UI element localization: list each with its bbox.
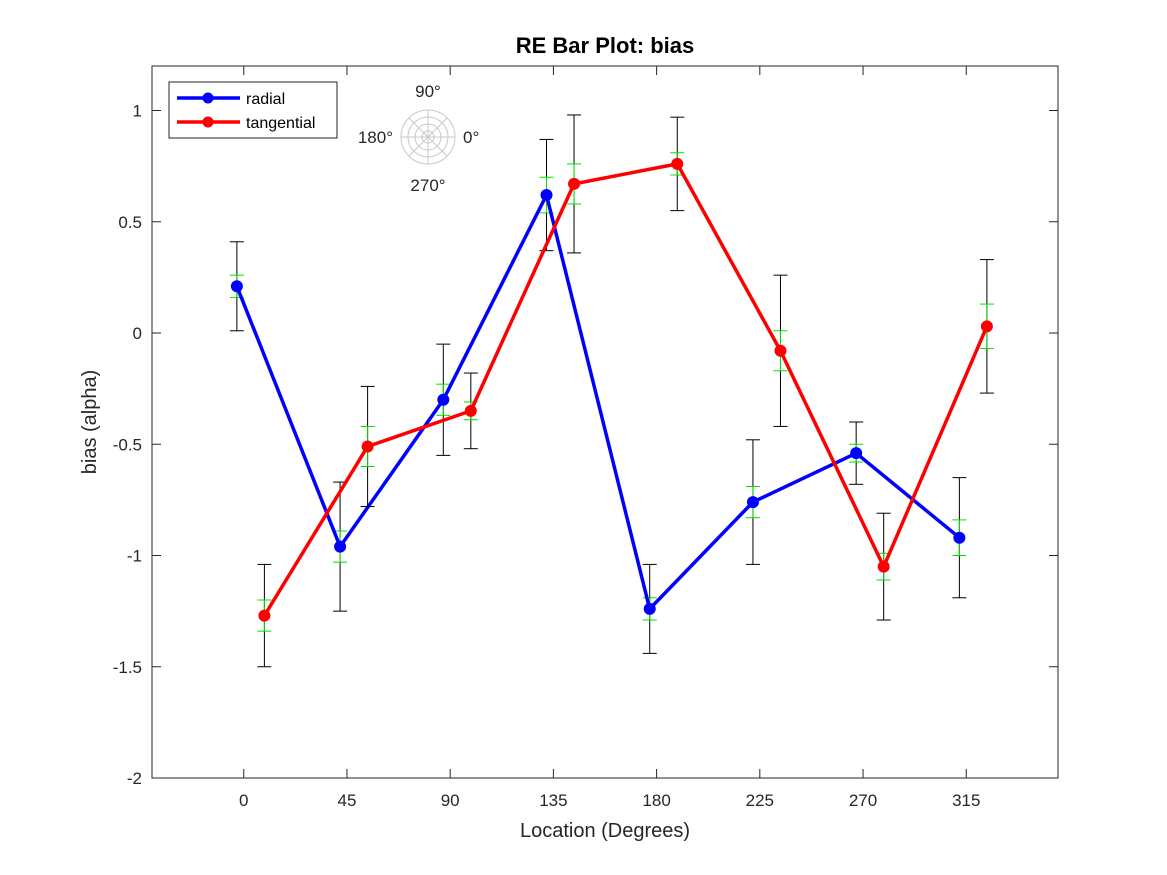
legend-label-tangential: tangential bbox=[246, 115, 315, 132]
legend: radial tangential bbox=[168, 81, 338, 139]
x-tick-label: 315 bbox=[952, 791, 980, 810]
data-point-tangential bbox=[464, 404, 477, 417]
data-point-radial bbox=[437, 393, 450, 406]
legend-box bbox=[168, 81, 338, 139]
compass-inset: 90° 180° 0° 270° bbox=[358, 82, 479, 195]
x-tick-label: 225 bbox=[746, 791, 774, 810]
compass-label-0: 0° bbox=[463, 128, 479, 147]
data-point-tangential bbox=[258, 609, 271, 622]
y-tick-label: 0 bbox=[133, 324, 142, 343]
legend-marker-tangential bbox=[202, 116, 214, 128]
data-point-tangential bbox=[774, 344, 787, 357]
data-point-radial bbox=[230, 280, 243, 293]
x-tick-label: 270 bbox=[849, 791, 877, 810]
compass-label-270: 270° bbox=[410, 176, 445, 195]
x-tick-label: 90 bbox=[441, 791, 460, 810]
data-point-tangential bbox=[361, 440, 374, 453]
data-point-radial bbox=[850, 447, 863, 460]
compass-label-90: 90° bbox=[415, 82, 441, 101]
x-tick-label: 180 bbox=[642, 791, 670, 810]
y-tick-label: 1 bbox=[133, 102, 142, 121]
axis-ticks: 0 45 90 135 180 225 270 315 1 0.5 0 -0.5 -1 -1.5 -2 bbox=[113, 66, 1058, 810]
series-radial bbox=[229, 138, 967, 654]
compass-label-180: 180° bbox=[358, 128, 393, 147]
x-tick-label: 135 bbox=[539, 791, 567, 810]
data-point-tangential bbox=[568, 177, 581, 190]
series-line-radial bbox=[235, 193, 961, 611]
axes-box bbox=[151, 65, 1059, 779]
data-point-radial bbox=[334, 540, 347, 553]
chart-marks bbox=[229, 114, 994, 668]
legend-marker-radial bbox=[202, 92, 214, 104]
legend-label-radial: radial bbox=[246, 91, 285, 108]
x-axis-title: Location (Degrees) bbox=[520, 820, 690, 842]
data-point-radial bbox=[540, 189, 553, 202]
data-point-radial bbox=[953, 531, 966, 544]
y-tick-label: 0.5 bbox=[118, 213, 142, 232]
y-tick-label: -0.5 bbox=[113, 435, 142, 454]
data-point-tangential bbox=[980, 320, 993, 333]
x-tick-label: 45 bbox=[338, 791, 357, 810]
data-point-tangential bbox=[877, 560, 890, 573]
series-tangential bbox=[257, 114, 994, 668]
compass-rings bbox=[400, 109, 456, 165]
y-tick-label: -1.5 bbox=[113, 658, 142, 677]
x-tick-label: 0 bbox=[239, 791, 248, 810]
chart-title: RE Bar Plot: bias bbox=[516, 33, 694, 58]
data-point-tangential bbox=[671, 157, 684, 170]
y-axis-title: bias (alpha) bbox=[79, 370, 101, 475]
data-point-radial bbox=[746, 496, 759, 509]
series-line-tangential bbox=[262, 162, 989, 617]
data-point-radial bbox=[643, 602, 656, 615]
y-tick-label: -1 bbox=[127, 547, 142, 566]
plot-area bbox=[152, 66, 1058, 778]
y-tick-label: -2 bbox=[127, 769, 142, 788]
